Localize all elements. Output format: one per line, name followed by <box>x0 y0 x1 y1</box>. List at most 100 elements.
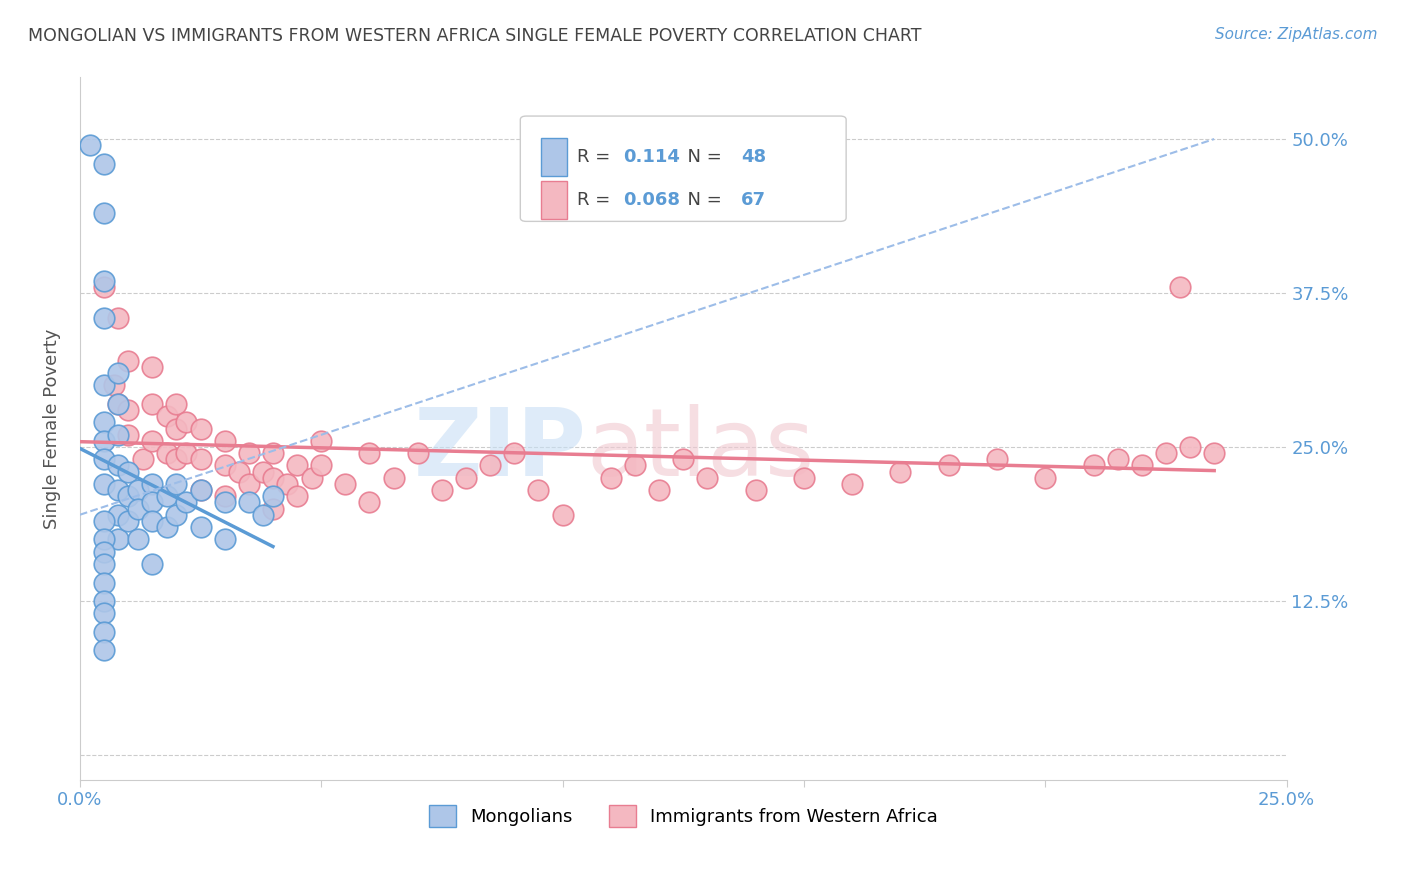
Point <box>599 471 621 485</box>
Point <box>309 434 332 448</box>
Legend: Mongolians, Immigrants from Western Africa: Mongolians, Immigrants from Western Afri… <box>422 797 945 834</box>
Point <box>141 495 163 509</box>
Text: ZIP: ZIP <box>413 403 586 496</box>
Point <box>382 471 405 485</box>
Point <box>1033 471 1056 485</box>
Point <box>285 458 308 473</box>
Point <box>117 353 139 368</box>
Point <box>285 489 308 503</box>
Point <box>117 514 139 528</box>
Point <box>190 452 212 467</box>
Point <box>93 156 115 170</box>
Point <box>93 514 115 528</box>
Point <box>1107 452 1129 467</box>
Point <box>141 359 163 374</box>
Point <box>1130 458 1153 473</box>
Point <box>93 643 115 657</box>
Point <box>141 557 163 571</box>
Point <box>359 495 381 509</box>
Point <box>252 465 274 479</box>
FancyBboxPatch shape <box>541 181 568 219</box>
Text: MONGOLIAN VS IMMIGRANTS FROM WESTERN AFRICA SINGLE FEMALE POVERTY CORRELATION CH: MONGOLIAN VS IMMIGRANTS FROM WESTERN AFR… <box>28 27 921 45</box>
Point <box>238 446 260 460</box>
Text: atlas: atlas <box>586 403 815 496</box>
Point <box>624 458 647 473</box>
Point <box>93 280 115 294</box>
Point <box>156 446 179 460</box>
Point <box>454 471 477 485</box>
Text: Source: ZipAtlas.com: Source: ZipAtlas.com <box>1215 27 1378 42</box>
Point <box>156 409 179 424</box>
Point <box>190 421 212 435</box>
Point <box>127 533 149 547</box>
Text: 0.068: 0.068 <box>623 191 681 210</box>
Point <box>214 495 236 509</box>
Point <box>107 427 129 442</box>
Point <box>214 434 236 448</box>
Point <box>335 477 357 491</box>
Point <box>117 489 139 503</box>
Point <box>165 452 187 467</box>
Point <box>744 483 766 497</box>
Point <box>174 446 197 460</box>
Point <box>103 378 125 392</box>
Point <box>141 397 163 411</box>
Point <box>93 607 115 621</box>
Point <box>93 624 115 639</box>
Text: N =: N = <box>676 191 727 210</box>
Point <box>986 452 1008 467</box>
Point <box>276 477 298 491</box>
Point <box>479 458 502 473</box>
Point <box>107 397 129 411</box>
FancyBboxPatch shape <box>520 116 846 221</box>
Text: 0.114: 0.114 <box>623 148 679 166</box>
Point <box>127 483 149 497</box>
Point <box>503 446 526 460</box>
Text: R =: R = <box>576 191 616 210</box>
Point <box>190 483 212 497</box>
Text: N =: N = <box>676 148 727 166</box>
Text: R =: R = <box>576 148 616 166</box>
Y-axis label: Single Female Poverty: Single Female Poverty <box>44 328 60 529</box>
Text: 48: 48 <box>741 148 766 166</box>
Point <box>262 446 284 460</box>
Point <box>301 471 323 485</box>
Point <box>141 514 163 528</box>
Point <box>309 458 332 473</box>
Point <box>262 489 284 503</box>
Point <box>131 452 153 467</box>
Point <box>406 446 429 460</box>
Point <box>107 508 129 522</box>
Point <box>93 378 115 392</box>
Point <box>93 416 115 430</box>
Point <box>141 477 163 491</box>
Point <box>793 471 815 485</box>
Point <box>238 495 260 509</box>
Point <box>672 452 695 467</box>
Point <box>93 477 115 491</box>
Point <box>889 465 911 479</box>
Point <box>165 508 187 522</box>
Point <box>93 594 115 608</box>
Point <box>107 310 129 325</box>
Point <box>262 501 284 516</box>
Point <box>93 274 115 288</box>
Point <box>93 310 115 325</box>
Point <box>165 421 187 435</box>
FancyBboxPatch shape <box>541 137 568 177</box>
Point <box>107 397 129 411</box>
Point <box>841 477 863 491</box>
Point <box>117 403 139 417</box>
Point <box>214 533 236 547</box>
Point <box>107 366 129 380</box>
Point <box>156 520 179 534</box>
Point <box>79 138 101 153</box>
Point <box>551 508 574 522</box>
Point <box>252 508 274 522</box>
Point <box>174 416 197 430</box>
Point <box>228 465 250 479</box>
Point <box>214 458 236 473</box>
Point <box>696 471 718 485</box>
Point <box>93 557 115 571</box>
Point <box>127 501 149 516</box>
